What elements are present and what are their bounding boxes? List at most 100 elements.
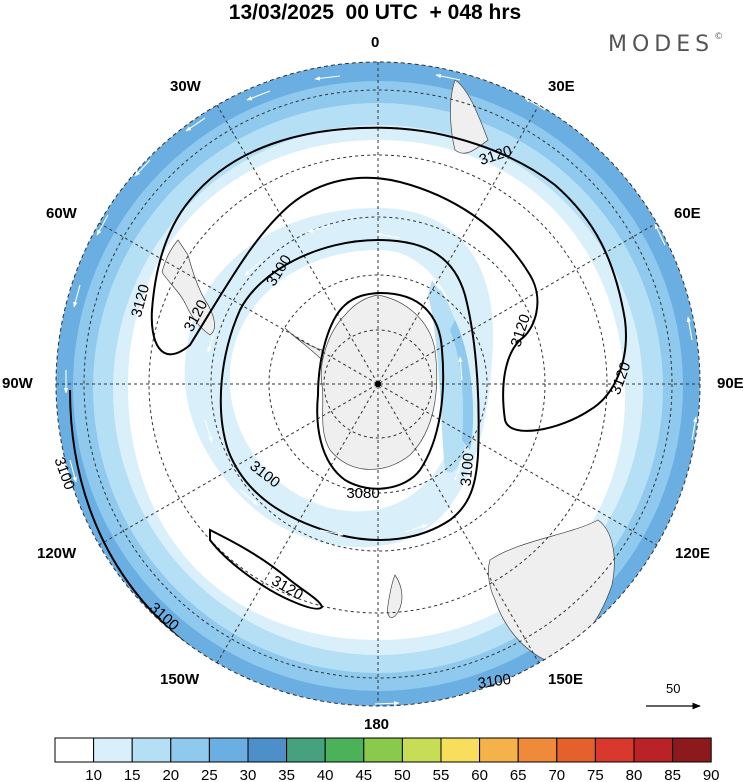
colorbar-tick-label: 30 xyxy=(240,767,257,782)
colorbar-tick-label: 60 xyxy=(471,767,488,782)
meridian-150 xyxy=(216,104,540,664)
contour-3100 xyxy=(219,238,480,541)
brand-logo: MODES© xyxy=(608,32,723,57)
colorbar-swatch xyxy=(93,737,133,763)
colorbar-swatch xyxy=(594,737,635,763)
wind-vector xyxy=(185,117,206,132)
colorbar-tick-label: 70 xyxy=(548,767,565,782)
wind-vector xyxy=(426,271,441,291)
colorbar-swatch xyxy=(54,737,95,763)
wind-vector xyxy=(69,459,77,483)
contour-label: 3080 xyxy=(346,485,379,502)
colorbar-swatch xyxy=(633,737,674,763)
contour-3120 xyxy=(209,528,324,610)
wind-vector xyxy=(374,701,400,706)
lon-label-0: 0 xyxy=(371,34,380,51)
colorbar-swatch xyxy=(517,737,558,763)
wind-vector xyxy=(691,416,698,441)
meridian-60 xyxy=(98,222,658,546)
colorbar-swatch xyxy=(363,737,403,763)
colorbar-swatch xyxy=(556,737,596,763)
wind-shade-core xyxy=(450,320,474,450)
colorbar: 10 15 20 25 30 35 40 45 50 55 60 65 70 75 80 85 90 xyxy=(54,737,720,782)
wind-vector xyxy=(73,284,81,308)
africa-landmass xyxy=(450,79,489,154)
colorbar-swatch xyxy=(440,737,481,763)
wind-vector xyxy=(435,73,461,81)
meridian-30 xyxy=(216,104,540,664)
colorbar-tick-label: 10 xyxy=(85,767,102,782)
south-america-landmass xyxy=(161,239,215,336)
brand-copyright-mark: © xyxy=(714,31,724,42)
contour-3120 xyxy=(150,126,627,432)
wind-vector xyxy=(134,159,151,177)
map-title: 13/03/2025 00 UTC + 048 hrs xyxy=(228,1,522,24)
contour-3080 xyxy=(316,291,445,490)
latitude-circle xyxy=(323,329,433,439)
wind-vector xyxy=(319,529,344,537)
reference-vector-value: 50 xyxy=(666,681,681,696)
wind-vector xyxy=(686,316,693,341)
map-border xyxy=(55,61,701,707)
wind-vector xyxy=(204,419,213,443)
wind-vector xyxy=(314,75,341,81)
colorbar-swatch xyxy=(170,737,210,763)
lon-label-120e: 120E xyxy=(675,545,711,562)
wind-vector xyxy=(619,592,637,611)
lon-label-180: 180 xyxy=(364,716,390,733)
new-zealand-landmass xyxy=(387,574,403,618)
meridian-120 xyxy=(98,222,658,546)
wind-vector xyxy=(239,489,259,506)
colorbar-tick-label: 35 xyxy=(278,767,295,782)
contour-label: 3100 xyxy=(477,671,512,692)
lon-label-150e: 150E xyxy=(548,671,584,688)
wind-vector xyxy=(549,652,572,666)
colorbar-swatch xyxy=(479,737,519,763)
latitude-circle xyxy=(148,154,608,614)
colorbar-tick-label: 25 xyxy=(201,767,218,782)
wind-vector xyxy=(654,223,666,246)
colorbar-tick-label: 20 xyxy=(162,767,179,782)
contour-label: 3100 xyxy=(458,452,478,487)
wind-vector xyxy=(207,329,216,353)
colorbar-tick-label: 65 xyxy=(510,767,527,782)
brand-text: MODES xyxy=(608,32,715,57)
wind-vector xyxy=(246,90,271,101)
lon-label-90w: 90W xyxy=(2,375,33,392)
colorbar-swatch xyxy=(401,737,442,763)
colorbar-swatch xyxy=(247,737,288,763)
colorbar-tick-label: 15 xyxy=(124,767,141,782)
antarctic-peninsula xyxy=(284,327,323,361)
wind-vector xyxy=(96,214,109,236)
wind-shade-inner xyxy=(184,208,494,548)
lon-label-60w: 60W xyxy=(46,205,77,222)
colorbar-swatch xyxy=(131,737,172,763)
colorbar-tick-label: 75 xyxy=(587,767,604,782)
colorbar-tick-label: 80 xyxy=(626,767,643,782)
wind-vector xyxy=(524,97,546,111)
colorbar-tick-label: 85 xyxy=(664,767,681,782)
colorbar-tick-label: 55 xyxy=(433,767,450,782)
wind-vector xyxy=(404,524,428,533)
lon-label-30w: 30W xyxy=(170,78,201,95)
colorbar-swatch xyxy=(208,737,249,763)
lon-label-90e: 90E xyxy=(717,375,744,392)
colorbar-tick-label: 90 xyxy=(703,767,720,782)
colorbar-tick-label: 40 xyxy=(317,767,334,782)
lon-label-150w: 150W xyxy=(160,671,200,688)
wind-vector xyxy=(244,259,263,276)
colorbar-swatch xyxy=(286,737,326,763)
wind-vector xyxy=(376,232,401,239)
colorbar-swatch xyxy=(324,737,365,763)
wind-vector xyxy=(458,356,463,381)
latitude-circle xyxy=(83,89,673,679)
lon-label-30e: 30E xyxy=(548,78,575,95)
wind-vector xyxy=(454,458,464,481)
lon-label-60e: 60E xyxy=(674,205,701,222)
south-pole-marker xyxy=(375,381,381,387)
lon-label-120w: 120W xyxy=(37,545,77,562)
colorbar-tick-label: 45 xyxy=(355,767,372,782)
colorbar-tick-label: 50 xyxy=(394,767,411,782)
wind-vector xyxy=(307,224,331,233)
